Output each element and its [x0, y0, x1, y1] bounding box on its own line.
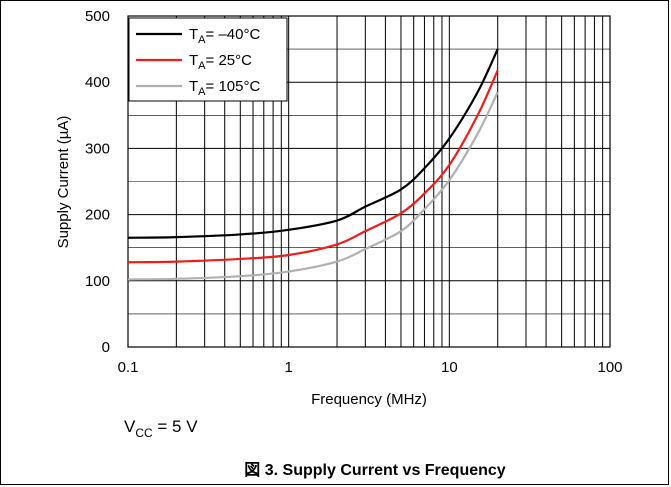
legend: TA= –40°C TA= 25°C TA= 105°C	[128, 17, 288, 102]
legend-label: TA= 25°C	[189, 52, 252, 72]
plot-border	[127, 15, 611, 348]
series-line-0	[127, 48, 499, 239]
y-tick-label: 300	[85, 140, 110, 157]
figure-caption: 図 3. Supply Current vs Frequency	[244, 461, 506, 479]
y-tick-label: 400	[85, 74, 110, 91]
vcc-note-prefix: V	[124, 417, 136, 436]
x-tick-label: 0.1	[118, 359, 139, 376]
vcc-note: VCC = 5 V	[124, 417, 198, 440]
grid	[127, 16, 610, 347]
x-axis-label: Frequency (MHz)	[311, 391, 427, 408]
legend-label: TA= –40°C	[189, 26, 260, 46]
x-tick-label: 1	[284, 359, 292, 376]
vcc-note-suffix: = 5 V	[153, 417, 199, 436]
series-lines	[127, 48, 499, 281]
x-tick-label: 10	[441, 359, 458, 376]
legend-label: TA= 105°C	[189, 78, 260, 98]
x-tick-label: 100	[597, 359, 622, 376]
tick-labels: 0.1 1 10 100 0 100 200 300 400 500	[85, 8, 623, 376]
series-line-2	[127, 91, 499, 281]
y-tick-label: 0	[102, 339, 110, 356]
y-axis-label: Supply Current (µA)	[55, 116, 72, 249]
y-tick-label: 100	[85, 273, 110, 290]
series-line-1	[127, 69, 499, 264]
y-tick-label: 500	[85, 8, 110, 25]
vcc-note-sub: CC	[135, 426, 153, 440]
y-tick-label: 200	[85, 207, 110, 224]
